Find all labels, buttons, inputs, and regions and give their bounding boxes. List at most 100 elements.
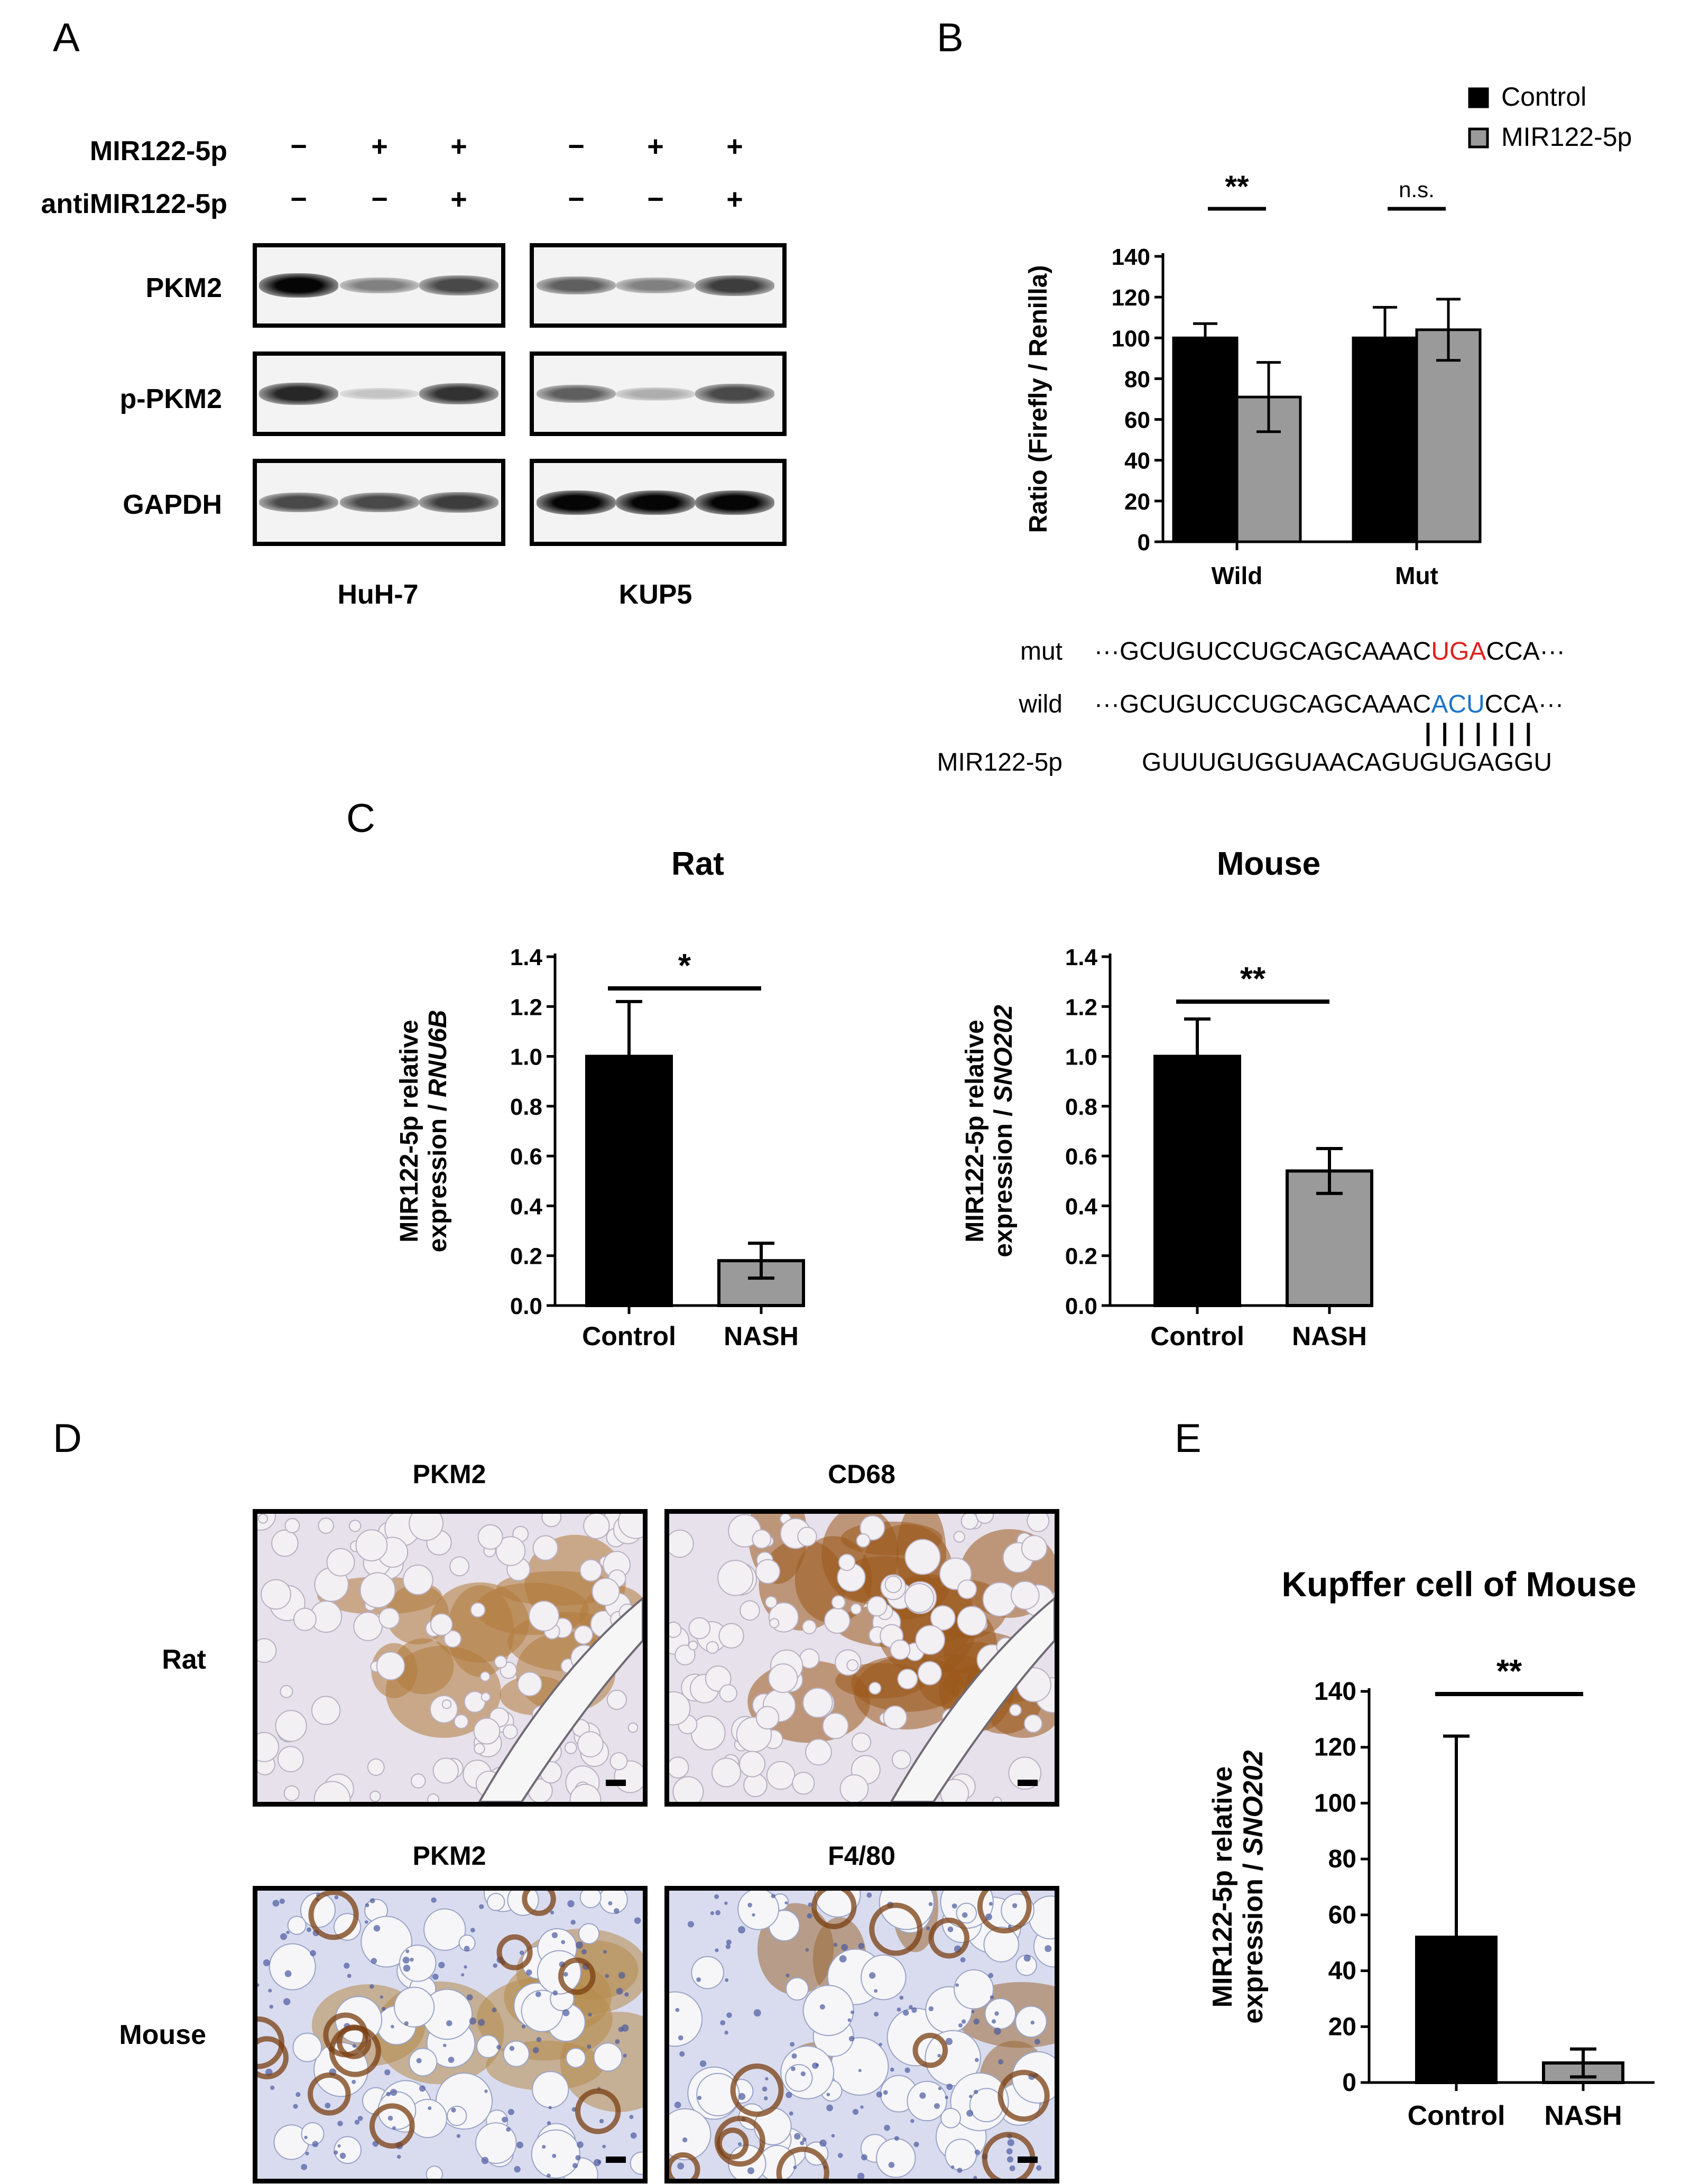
nucleus	[763, 2096, 768, 2100]
cell-vacuole	[925, 2030, 981, 2087]
bar-control-mut	[1352, 336, 1418, 543]
cell-vacuole	[477, 1524, 503, 1550]
cell-vacuole	[957, 1579, 977, 1599]
nucleus	[577, 2141, 584, 2148]
nucleus	[451, 2107, 456, 2113]
nucleus	[682, 2137, 688, 2143]
nucleus	[624, 1992, 629, 1997]
nucleus	[283, 1998, 291, 2005]
nucleus	[971, 2010, 975, 2013]
cell-vacuole	[904, 1583, 935, 1613]
cell-vacuole	[369, 1790, 381, 1802]
nucleus	[508, 2108, 514, 2115]
cell-vacuole	[860, 1515, 885, 1541]
nucleus	[405, 1949, 410, 1954]
cell-vacuole	[797, 1526, 817, 1547]
nucleus	[955, 1983, 959, 1987]
nucleus	[575, 1941, 583, 1949]
cell-vacuole	[688, 1640, 698, 1651]
significance-label: n.s.	[1399, 177, 1435, 202]
nucleus	[791, 2066, 796, 2071]
panel-label-b: B	[937, 15, 964, 60]
cell-vacuole	[792, 1772, 815, 1795]
nucleus	[547, 2121, 551, 2125]
nucleus	[456, 2134, 461, 2138]
micrograph-mouse-pkm2	[253, 1886, 648, 2183]
cell-vacuole	[353, 1612, 383, 1641]
cell-vacuole	[740, 1600, 760, 1621]
nucleus	[724, 2030, 728, 2035]
bar-mir122-5p-mut	[1415, 328, 1482, 543]
y-tick-label: 1.0	[1065, 1044, 1097, 1070]
nucleus	[945, 2038, 953, 2046]
cell-vacuole	[311, 1696, 341, 1725]
nucleus	[950, 2165, 955, 2169]
scale-bar	[606, 1780, 626, 1786]
cell-vacuole	[606, 1689, 627, 1710]
nucleus	[1006, 2148, 1013, 2155]
x-tick-label: NASH	[1292, 1321, 1367, 1351]
nucleus	[771, 1894, 775, 1899]
protein-band	[537, 384, 616, 403]
nucleus	[720, 2020, 726, 2025]
stain-region	[385, 1645, 501, 1738]
nucleus	[448, 2057, 455, 2063]
nucleus	[369, 1898, 375, 1904]
nucleus	[679, 2051, 685, 2057]
cell-vacuole	[494, 1655, 507, 1669]
nucleus	[819, 2004, 825, 2010]
nucleus	[807, 1913, 812, 1919]
legend-swatch	[1468, 87, 1489, 108]
y-axis-label-prefix: expression /	[990, 1102, 1018, 1257]
cell-vacuole	[802, 1687, 833, 1718]
cell-vacuole	[1021, 1535, 1048, 1561]
nucleus	[674, 2102, 681, 2108]
nucleus	[960, 1957, 966, 1963]
nucleus	[550, 1910, 555, 1915]
cell-vacuole	[334, 2136, 362, 2164]
cell-vacuole	[593, 2042, 623, 2072]
nucleus	[354, 2120, 360, 2125]
cell-vacuole	[675, 1644, 696, 1665]
cell-vacuole	[705, 1665, 732, 1692]
cell-vacuole	[1009, 1704, 1022, 1717]
nucleus	[725, 1978, 729, 1982]
cell-vacuole	[940, 2107, 961, 2129]
nucleus	[839, 1955, 847, 1963]
nucleus	[1006, 2156, 1013, 2163]
stained-cell	[997, 2069, 1050, 2122]
cell-vacuole	[402, 1565, 433, 1595]
cell-vacuole	[441, 1699, 452, 1709]
treatment-sign: −	[647, 183, 664, 215]
chart-c-rat: Rat 0.0 0.2 0.4 0.6 0.8 1.0 1.2 1.4 MIR122-5p rel…	[395, 846, 805, 1351]
nucleus	[521, 2024, 526, 2029]
nucleus	[563, 1972, 568, 1977]
cell-vacuole	[599, 1891, 628, 1914]
nucleus	[826, 2093, 830, 2097]
protein-band	[537, 276, 616, 295]
nucleus	[791, 2053, 797, 2059]
nucleus	[295, 2092, 301, 2097]
nucleus	[876, 2091, 883, 2098]
nucleus	[548, 2106, 552, 2109]
row-label-mir122: MIR122-5p	[89, 136, 227, 166]
y-tick-label: 0.6	[1065, 1144, 1097, 1170]
cell-vacuole	[897, 1669, 918, 1690]
nucleus	[786, 2092, 792, 2098]
nucleus	[747, 1902, 752, 1908]
nucleus	[874, 2012, 879, 2017]
chart-e: Kupffer cell of Mouse 0 20 40 60 80 100 120 140 M…	[1207, 1565, 1655, 2131]
chart-title: Mouse	[1217, 846, 1320, 882]
nucleus	[581, 1949, 587, 1955]
nucleus	[506, 2127, 511, 2132]
nucleus	[390, 2088, 398, 2096]
stained-cell	[369, 2103, 415, 2149]
cell-vacuole	[861, 1954, 907, 2001]
nucleus	[519, 1950, 524, 1955]
cell-vacuole	[479, 1671, 491, 1682]
cell-vacuole	[766, 1761, 796, 1790]
cell-vacuole	[953, 1531, 965, 1543]
nucleus	[861, 2154, 867, 2161]
nucleus	[535, 1991, 541, 1997]
nucleus	[919, 2092, 926, 2099]
